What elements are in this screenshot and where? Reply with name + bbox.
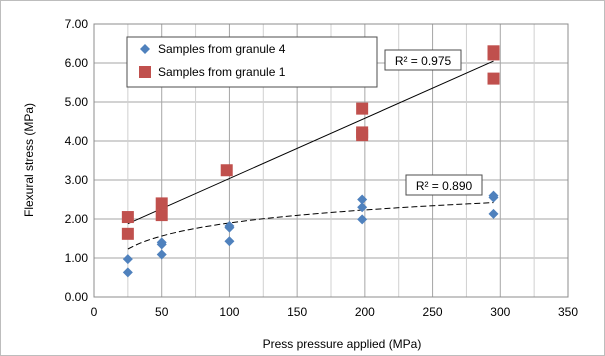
x-tick-label: 150 xyxy=(287,305,307,319)
y-tick-label: 7.00 xyxy=(65,17,89,31)
x-tick-label: 50 xyxy=(155,305,169,319)
x-tick-label: 0 xyxy=(91,305,98,319)
x-tick-label: 350 xyxy=(558,305,578,319)
r-squared-label: R² = 0.890 xyxy=(416,179,473,193)
data-points xyxy=(121,45,500,278)
data-point-granule-4 xyxy=(156,237,167,248)
data-point-granule-1 xyxy=(356,126,369,139)
data-point-granule-4 xyxy=(357,202,368,213)
x-tick-label: 250 xyxy=(423,305,443,319)
y-axis-label: Flexural stress (MPa) xyxy=(22,103,36,217)
y-tick-label: 4.00 xyxy=(65,134,89,148)
legend-marker-granule-4 xyxy=(140,44,150,54)
data-point-granule-4 xyxy=(488,208,499,219)
legend-label: Samples from granule 4 xyxy=(158,42,286,56)
r-squared-box xyxy=(384,49,462,71)
y-tick-label: 2.00 xyxy=(65,212,89,226)
r-squared-labels: R² = 0.975 R² = 0.890 xyxy=(384,49,483,196)
plot-area xyxy=(93,23,569,298)
x-tick-label: 100 xyxy=(219,305,239,319)
legend-marker-granule-1 xyxy=(139,66,151,78)
r-squared-box xyxy=(405,174,483,196)
data-point-granule-1 xyxy=(121,211,134,224)
x-tick-labels: 0 50 100 150 200 250 300 350 xyxy=(91,305,579,319)
x-tick-label: 300 xyxy=(490,305,510,319)
x-axis-label: Press pressure applied (MPa) xyxy=(263,337,422,351)
legend: Samples from granule 4 Samples from granu… xyxy=(126,36,378,88)
trendline-log xyxy=(127,202,494,250)
data-point-granule-1 xyxy=(155,197,168,210)
data-point-granule-1 xyxy=(356,102,369,115)
legend-label: Samples from granule 1 xyxy=(158,65,286,79)
data-point-granule-1 xyxy=(155,209,168,222)
trendline-linear xyxy=(127,60,494,225)
r-squared-label: R² = 0.975 xyxy=(395,54,452,68)
data-point-granule-4 xyxy=(357,194,368,205)
data-point-granule-4 xyxy=(357,214,368,225)
data-point-granule-4 xyxy=(122,267,133,278)
y-tick-label: 0.00 xyxy=(65,290,89,304)
data-point-granule-4 xyxy=(488,190,499,201)
data-point-granule-1 xyxy=(121,227,134,240)
legend-box xyxy=(126,36,378,88)
data-point-granule-4 xyxy=(122,254,133,265)
trendlines xyxy=(127,60,494,250)
data-point-granule-4 xyxy=(224,221,235,232)
y-tick-label: 5.00 xyxy=(65,95,89,109)
x-tick-label: 200 xyxy=(355,305,375,319)
data-point-granule-1 xyxy=(487,72,500,85)
data-point-granule-1 xyxy=(487,45,500,58)
data-point-granule-4 xyxy=(224,236,235,247)
y-tick-label: 6.00 xyxy=(65,56,89,70)
y-tick-labels: 0.00 1.00 2.00 3.00 4.00 5.00 6.00 7.00 xyxy=(65,17,89,304)
y-tick-label: 1.00 xyxy=(65,251,89,265)
data-point-granule-1 xyxy=(220,164,233,177)
data-point-granule-4 xyxy=(156,249,167,260)
y-tick-label: 3.00 xyxy=(65,173,89,187)
